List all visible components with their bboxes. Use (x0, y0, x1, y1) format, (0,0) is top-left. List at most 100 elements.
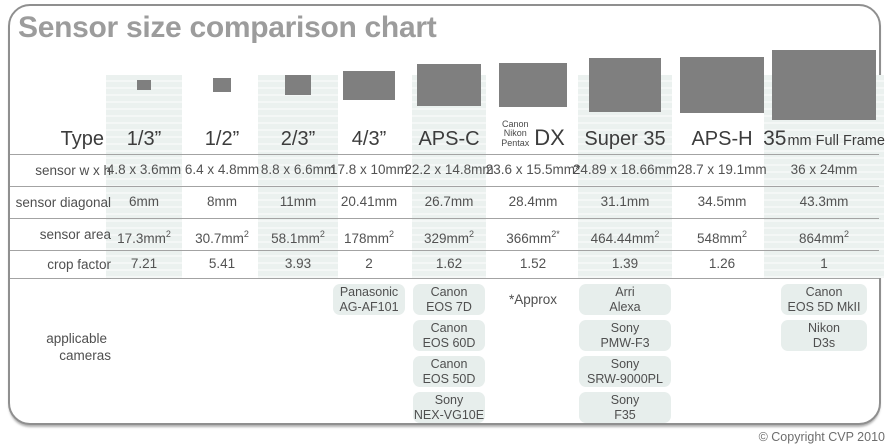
header-main-label: 2/3” (280, 128, 316, 150)
column-band (258, 75, 338, 278)
camera-brand: Canon (430, 321, 468, 335)
type-column-header: Type (60, 128, 104, 150)
area-superscript: 2 (243, 229, 249, 239)
header-main-label: APS-H (691, 128, 753, 150)
camera-model: D3s (812, 335, 836, 350)
cell-crop-factor-6: 1.39 (611, 256, 639, 271)
grid-line (10, 250, 879, 251)
grid-line (10, 186, 879, 187)
sensor-size-swatch (771, 50, 877, 120)
row-label-applicable-cameras: applicable cameras (10, 330, 111, 364)
cell-sensor-wxh-1: 6.4 x 4.8mm (184, 162, 260, 177)
camera-brand: Nikon (808, 321, 840, 335)
camera-pill: Sony SRW-9000PL (579, 356, 671, 387)
cell-crop-factor-5: 1.52 (519, 256, 547, 271)
header-main-label: 1/2” (204, 128, 240, 150)
row-label-sensor-diagonal: sensor diagonal (15, 195, 111, 210)
column-header: 1/3” (69, 112, 219, 152)
cell-sensor-diagonal-7: 34.5mm (697, 194, 747, 209)
cell-sensor-area-0: 17.3mm2 (79, 218, 209, 250)
area-value: 548mm (696, 231, 742, 246)
row-label-sensor-area: sensor area (39, 227, 111, 242)
grid-line (10, 154, 879, 155)
header-main-label: APS-C (418, 128, 480, 150)
cell-sensor-area-2: 58.1mm2 (233, 218, 363, 250)
sensor-size-swatch (498, 62, 568, 108)
cell-sensor-diagonal-2: 11mm (279, 194, 317, 209)
cell-crop-factor-3: 2 (365, 256, 373, 271)
area-value: 178mm (343, 231, 389, 246)
camera-pill: Sony F35 (579, 392, 671, 423)
camera-pill: Sony NEX-VG10E (413, 392, 485, 423)
header-brand-line: Canon (501, 118, 529, 129)
area-superscript: 2 (844, 229, 850, 239)
camera-pill: Canon EOS 5D MkII (781, 284, 867, 315)
camera-pill: Nikon D3s (781, 320, 867, 351)
column-header: APS-H (647, 112, 797, 152)
cell-crop-factor-7: 1.26 (708, 256, 736, 271)
header-suffix-label: mm Full Frame (787, 132, 885, 149)
camera-pill: Arri Alexa (579, 284, 671, 315)
camera-pill: Canon EOS 60D (413, 320, 485, 351)
sensor-size-swatch (588, 57, 662, 113)
column-header: 4/3” (294, 112, 444, 152)
cell-sensor-area-5: 366mm2* (468, 218, 598, 250)
cell-sensor-diagonal-0: 6mm (129, 194, 159, 209)
cell-sensor-area-7: 548mm2 (657, 218, 787, 250)
chart-title: Sensor size comparison chart (18, 11, 437, 44)
camera-model: EOS 60D (422, 335, 476, 350)
chart-panel: Sensor size comparison chart Type sensor… (8, 4, 885, 425)
camera-model: F35 (614, 407, 636, 422)
area-superscript: 2* (551, 229, 560, 239)
cell-sensor-wxh-2: 8.8 x 6.6mm (260, 162, 336, 177)
camera-model: EOS 50D (422, 371, 476, 386)
camera-model: SRW-9000PL (587, 371, 663, 386)
camera-brand: Arri (615, 285, 635, 299)
column-band (412, 75, 486, 278)
cell-crop-factor-1: 5.41 (208, 256, 236, 271)
area-superscript: 2 (742, 229, 748, 239)
area-value: 329mm (423, 231, 469, 246)
cell-sensor-area-4: 329mm 2 (384, 218, 514, 250)
cell-sensor-wxh-4: 22.2 x 14.8mm (404, 162, 494, 177)
sensor-size-swatch (285, 75, 311, 95)
row-label-sensor-wxh: sensor w x h (35, 163, 111, 178)
area-value: 30.7mm (195, 231, 244, 246)
header-main-label: 4/3” (351, 128, 387, 150)
column-header: APS-C (374, 112, 524, 152)
cell-sensor-area-6: 464.44mm2 (560, 218, 690, 250)
header-main-label: 1/3” (126, 128, 162, 150)
camera-brand: Sony (434, 393, 464, 407)
copyright-text: © Copyright CVP 2010 (758, 430, 885, 444)
column-header: Super 35 (550, 112, 700, 152)
sensor-size-swatch (680, 57, 764, 113)
sensor-size-swatch (416, 63, 482, 107)
cell-sensor-diagonal-3: 20.41mm (340, 194, 398, 209)
column-band (106, 75, 182, 278)
camera-brand: Canon (805, 285, 843, 299)
cell-crop-factor-4: 1.62 (435, 256, 463, 271)
cell-sensor-wxh-7: 28.7 x 19.1mm (677, 162, 767, 177)
area-superscript: 2 (389, 229, 395, 239)
column-header: 2/3” (223, 112, 373, 152)
camera-pill: Panasonic AG-AF101 (333, 284, 405, 315)
camera-model: EOS 7D (426, 299, 472, 314)
area-superscript: 2 (319, 229, 325, 239)
header-main-label: DX (534, 125, 565, 150)
camera-brand: Sony (610, 321, 640, 335)
cell-sensor-wxh-5: 23.6 x 15.5mm* (485, 162, 581, 177)
sensor-size-swatch (343, 70, 395, 100)
approx-note: *Approx (508, 292, 558, 307)
grid-line (10, 218, 879, 219)
cell-sensor-diagonal-8: 43.3mm (799, 194, 849, 209)
cell-sensor-wxh-8: 36 x 24mm (790, 162, 858, 177)
cell-sensor-diagonal-1: 8mm (207, 194, 237, 209)
area-superscript: 2 (654, 229, 660, 239)
camera-brand: Canon (430, 357, 468, 371)
area-value: 17.3mm (117, 231, 166, 246)
cell-sensor-wxh-0: 4.8 x 3.6mm (106, 162, 182, 177)
header-brand-stack: Canon Nikon Pentax (501, 118, 529, 149)
grid-line (10, 278, 879, 279)
area-value: 58.1mm (271, 231, 320, 246)
cell-crop-factor-2: 3.93 (284, 256, 312, 271)
